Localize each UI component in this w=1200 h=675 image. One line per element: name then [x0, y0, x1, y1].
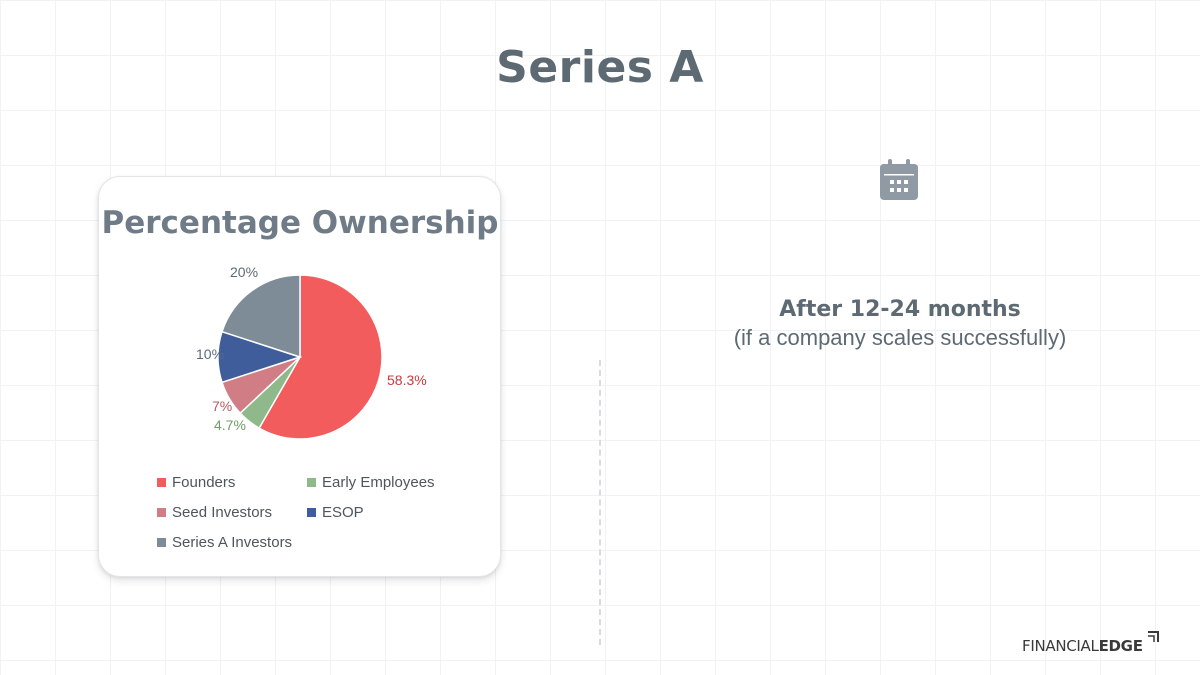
calendar-icon — [880, 159, 918, 200]
legend-swatch — [307, 478, 316, 487]
timeline-title: After 12-24 months — [779, 297, 1021, 322]
timeline-subtitle: (if a company scales successfully) — [733, 325, 1067, 350]
legend-label: Early Employees — [322, 474, 435, 491]
financial-edge-logo: FINANCIALEDGE — [1022, 637, 1143, 655]
chart-title: Percentage Ownership — [101, 205, 499, 241]
data-label-founders: 58.3% — [387, 372, 427, 388]
slide-title: Series A — [496, 42, 704, 93]
pie-slice-founders — [258, 274, 383, 440]
data-label-esop: 10% — [196, 346, 224, 362]
data-label-series-a-investors: 20% — [230, 264, 258, 280]
legend-item-founders: Founders — [157, 474, 235, 491]
logo-text-regular: FINANCIAL — [1022, 637, 1099, 655]
legend-label: ESOP — [322, 504, 364, 521]
pie-chart: 58.3% 4.7% 7% 10% 20% — [196, 264, 427, 440]
legend-swatch — [157, 538, 166, 547]
data-label-seed-investors: 7% — [212, 398, 232, 414]
legend-label: Series A Investors — [172, 534, 293, 551]
legend-swatch — [157, 508, 166, 517]
legend-item-early-employees: Early Employees — [307, 474, 435, 491]
data-label-early-employees: 4.7% — [214, 417, 246, 433]
legend-item-series-a-investors: Series A Investors — [157, 534, 292, 551]
legend-label: Seed Investors — [172, 504, 273, 521]
legend-swatch — [307, 508, 316, 517]
logo-text-bold: EDGE — [1098, 637, 1143, 655]
legend-item-seed-investors: Seed Investors — [157, 504, 272, 521]
legend-item-esop: ESOP — [307, 504, 364, 521]
legend-label: Founders — [172, 474, 236, 491]
dashed-divider — [599, 360, 601, 645]
legend-swatch — [157, 478, 166, 487]
pie-slice-series-a-investors — [221, 274, 301, 359]
logo-corner-mark-icon — [1148, 631, 1159, 642]
